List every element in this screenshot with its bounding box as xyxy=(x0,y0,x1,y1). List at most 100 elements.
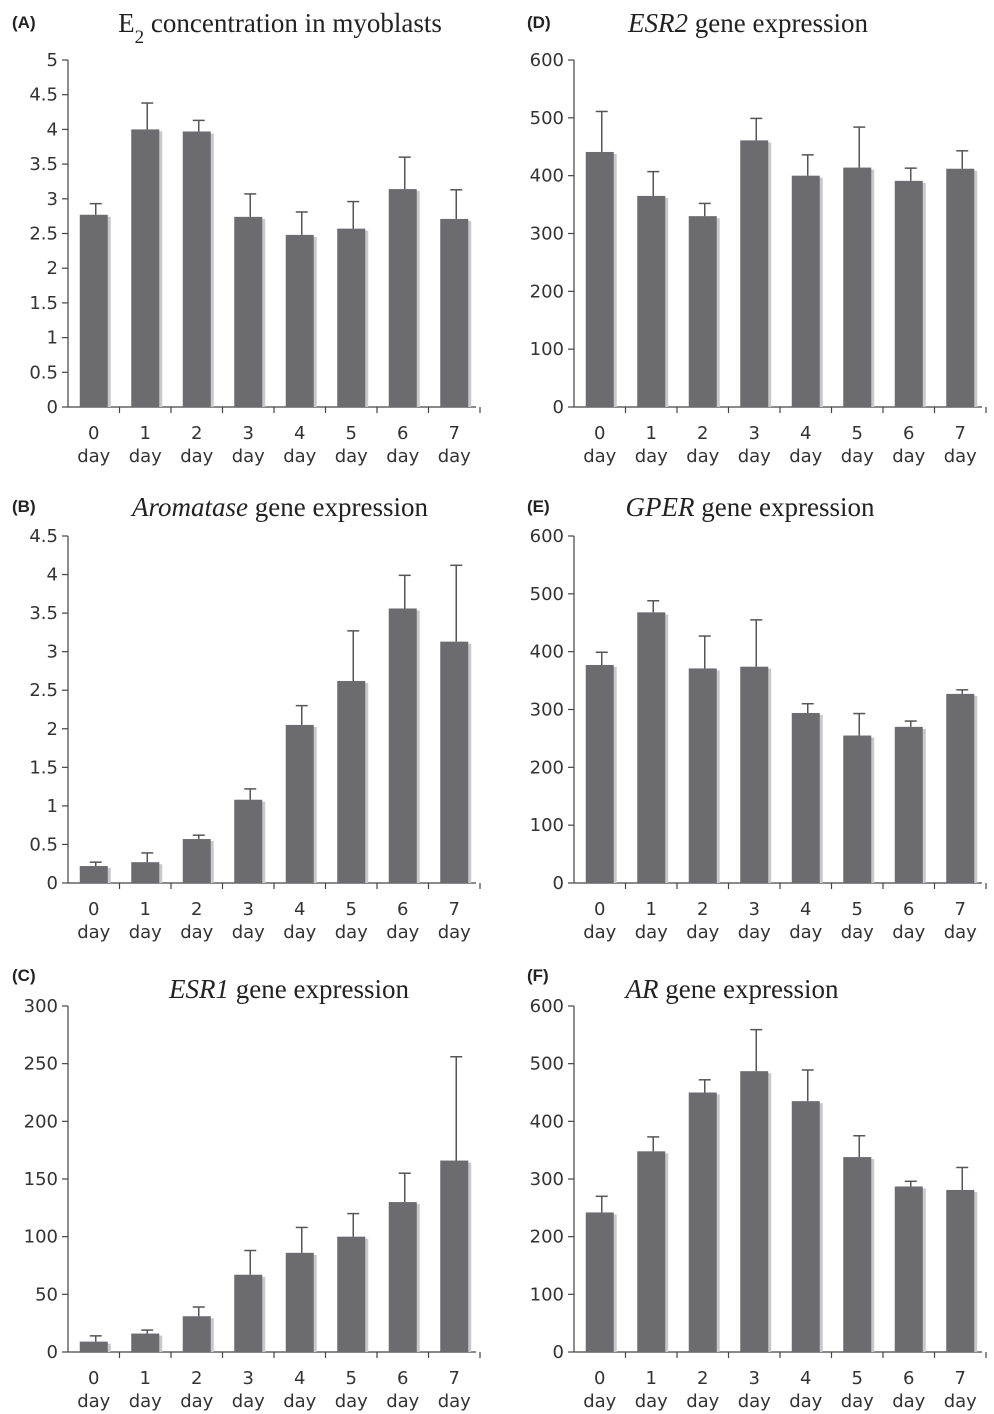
y-tick-label: 0 xyxy=(553,1342,564,1363)
x-tick-unit-label: day xyxy=(283,1391,316,1412)
y-tick-label: 0 xyxy=(47,397,58,418)
bar xyxy=(946,168,975,407)
x-tick-label: 0 xyxy=(594,423,605,444)
x-tick-label: 5 xyxy=(852,899,863,920)
y-tick-label: 200 xyxy=(24,1111,58,1132)
x-tick-label: 0 xyxy=(88,899,99,920)
y-tick-label: 4.5 xyxy=(29,85,58,106)
y-tick-label: 3.5 xyxy=(29,154,58,175)
x-tick-label: 6 xyxy=(903,899,914,920)
x-tick-label: 6 xyxy=(903,1368,914,1389)
y-tick-label: 300 xyxy=(24,996,58,1017)
bar xyxy=(637,612,666,883)
x-tick-unit-label: day xyxy=(841,446,874,467)
x-tick-unit-label: day xyxy=(180,922,213,943)
x-tick-unit-label: day xyxy=(892,922,925,943)
y-tick-label: 600 xyxy=(530,50,564,71)
x-tick-label: 4 xyxy=(294,899,305,920)
y-tick-label: 1.5 xyxy=(29,293,58,314)
x-tick-label: 4 xyxy=(800,899,811,920)
x-tick-label: 2 xyxy=(697,899,708,920)
y-tick-label: 150 xyxy=(24,1169,58,1190)
x-tick-label: 5 xyxy=(346,423,357,444)
x-tick-unit-label: day xyxy=(438,446,471,467)
x-tick-label: 6 xyxy=(397,1368,408,1389)
x-tick-label: 4 xyxy=(800,1368,811,1389)
y-tick-label: 400 xyxy=(530,642,564,663)
x-tick-label: 2 xyxy=(697,1368,708,1389)
x-tick-label: 2 xyxy=(697,423,708,444)
bar xyxy=(285,724,314,883)
x-tick-unit-label: day xyxy=(789,446,822,467)
bar xyxy=(843,167,872,407)
bar xyxy=(688,668,717,883)
y-tick-label: 0 xyxy=(553,397,564,418)
chart-title: ESR1 gene expression xyxy=(168,974,409,1004)
x-tick-unit-label: day xyxy=(386,446,419,467)
y-tick-label: 0.5 xyxy=(29,362,58,383)
bar xyxy=(388,1202,417,1352)
x-tick-unit-label: day xyxy=(686,446,719,467)
x-tick-label: 1 xyxy=(646,423,657,444)
x-tick-unit-label: day xyxy=(232,922,265,943)
y-tick-label: 500 xyxy=(530,108,564,129)
y-tick-label: 4 xyxy=(47,565,58,586)
bar xyxy=(234,1274,263,1352)
bar xyxy=(585,664,614,883)
x-tick-unit-label: day xyxy=(583,446,616,467)
x-tick-unit-label: day xyxy=(635,446,668,467)
x-tick-label: 7 xyxy=(449,899,460,920)
chart-panel-0: (A) E2 concentration in myoblasts 0 0.5 1 1.5… xyxy=(12,8,481,467)
bar xyxy=(637,195,666,407)
x-tick-unit-label: day xyxy=(686,1391,719,1412)
x-tick-unit-label: day xyxy=(77,922,110,943)
chart-title: AR gene expression xyxy=(624,974,839,1004)
bar xyxy=(894,1186,923,1352)
bar xyxy=(688,1092,717,1352)
bar xyxy=(440,218,469,407)
y-tick-label: 100 xyxy=(530,815,564,836)
x-tick-label: 4 xyxy=(294,1368,305,1389)
x-tick-label: 2 xyxy=(191,899,202,920)
y-tick-label: 300 xyxy=(530,1169,564,1190)
x-tick-unit-label: day xyxy=(335,1391,368,1412)
chart-panel-2: (C) ESR1 gene expression05010015020025030… xyxy=(12,966,481,1412)
x-tick-unit-label: day xyxy=(944,446,977,467)
chart-panel-5: (F) AR gene expression 0 100 200 300 400 500 600… xyxy=(527,966,987,1412)
x-tick-unit-label: day xyxy=(944,922,977,943)
x-tick-label: 0 xyxy=(594,1368,605,1389)
y-tick-label: 200 xyxy=(530,281,564,302)
x-tick-label: 2 xyxy=(191,1368,202,1389)
bar xyxy=(337,1236,366,1352)
x-tick-unit-label: day xyxy=(583,922,616,943)
x-tick-unit-label: day xyxy=(841,922,874,943)
bar xyxy=(894,180,923,407)
y-tick-label: 200 xyxy=(530,1227,564,1248)
x-tick-unit-label: day xyxy=(738,1391,771,1412)
x-tick-label: 5 xyxy=(346,1368,357,1389)
y-tick-label: 0 xyxy=(553,873,564,894)
bar xyxy=(337,228,366,407)
chart-panel-1: (B) Aromatase gene expression 0 0.5 1 1.5 2 2.5… xyxy=(12,492,481,943)
x-tick-unit-label: day xyxy=(232,1391,265,1412)
bar xyxy=(131,862,160,883)
y-tick-label: 100 xyxy=(530,339,564,360)
x-tick-label: 0 xyxy=(594,899,605,920)
x-tick-label: 3 xyxy=(749,423,760,444)
y-tick-label: 5 xyxy=(47,50,58,71)
x-tick-label: 7 xyxy=(449,1368,460,1389)
x-tick-unit-label: day xyxy=(386,1391,419,1412)
x-tick-label: 1 xyxy=(140,899,151,920)
x-tick-unit-label: day xyxy=(892,1391,925,1412)
bar xyxy=(337,680,366,883)
x-tick-unit-label: day xyxy=(129,922,162,943)
bar xyxy=(131,129,160,407)
y-tick-label: 400 xyxy=(530,1111,564,1132)
y-tick-label: 300 xyxy=(530,700,564,721)
bar xyxy=(440,641,469,883)
x-tick-label: 5 xyxy=(346,899,357,920)
x-tick-label: 5 xyxy=(852,1368,863,1389)
x-tick-label: 0 xyxy=(88,1368,99,1389)
x-tick-label: 7 xyxy=(955,1368,966,1389)
